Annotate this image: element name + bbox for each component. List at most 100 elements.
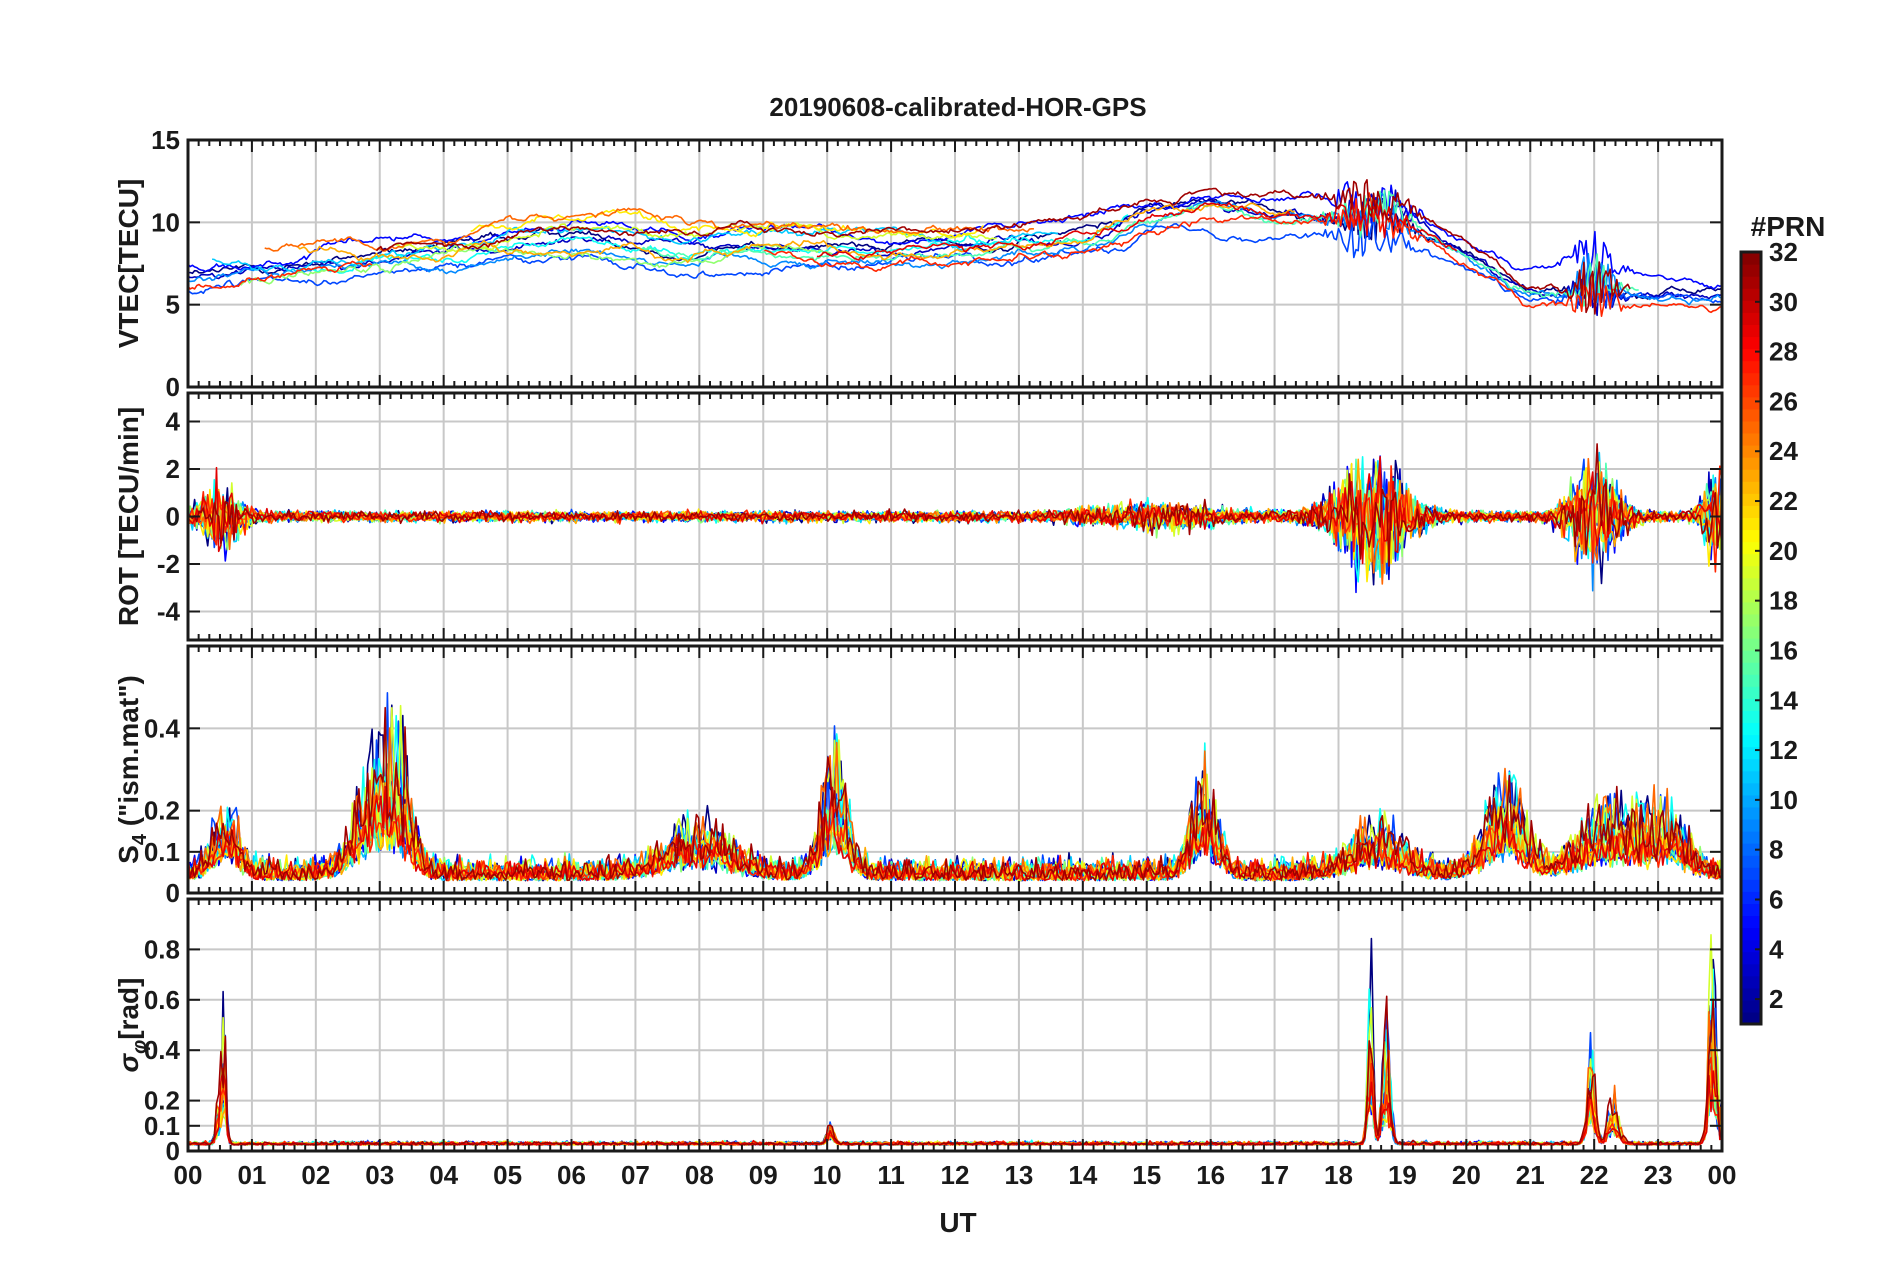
x-tick-label: 05 xyxy=(493,1160,522,1190)
colorbar-swatch xyxy=(1741,710,1761,724)
colorbar-swatch xyxy=(1741,264,1761,277)
colorbar-swatch xyxy=(1741,939,1761,953)
colorbar-swatch xyxy=(1741,396,1761,410)
colorbar-tick-label: 10 xyxy=(1769,785,1798,815)
y-tick-label: 0.2 xyxy=(144,796,180,826)
y-tick-label: 0.4 xyxy=(144,1035,181,1065)
colorbar-swatch xyxy=(1741,529,1761,543)
colorbar-swatch xyxy=(1741,879,1761,892)
colorbar-swatch xyxy=(1741,951,1761,965)
colorbar-tick-label: 18 xyxy=(1769,586,1798,616)
colorbar-swatch xyxy=(1741,843,1761,856)
colorbar-swatch xyxy=(1741,650,1761,663)
colorbar-swatch xyxy=(1741,758,1761,772)
series-line-prn-31 xyxy=(188,443,1722,567)
x-tick-label: 12 xyxy=(941,1160,970,1190)
x-tick-label: 20 xyxy=(1452,1160,1481,1190)
colorbar-swatch xyxy=(1741,638,1761,651)
axes-frame-rot xyxy=(186,391,1724,642)
y-axis-label-rot: ROT [TECU/min] xyxy=(113,407,144,626)
series-line-prn-29 xyxy=(816,197,1458,261)
colorbar-swatch xyxy=(1741,324,1761,338)
colorbar-swatch xyxy=(1741,625,1761,639)
x-tick-label: 04 xyxy=(429,1160,458,1190)
colorbar-swatch xyxy=(1741,336,1761,350)
series-group-s4 xyxy=(188,692,1722,882)
y-tick-label: 0.1 xyxy=(144,1111,180,1141)
colorbar-swatch xyxy=(1741,782,1761,796)
series-line-prn-25 xyxy=(264,207,1034,252)
y-tick-label: 15 xyxy=(151,125,180,155)
colorbar-tick-label: 28 xyxy=(1769,337,1798,367)
colorbar-swatch xyxy=(1741,915,1761,929)
x-tick-label: 11 xyxy=(877,1160,905,1190)
colorbar-swatch xyxy=(1741,384,1761,398)
x-tick-label: 01 xyxy=(237,1160,266,1190)
x-tick-label: 09 xyxy=(749,1160,778,1190)
y-tick-label: 0.6 xyxy=(144,985,180,1015)
x-tick-label: 21 xyxy=(1516,1160,1545,1190)
colorbar-swatch xyxy=(1741,420,1761,434)
colorbar-swatch xyxy=(1741,891,1761,904)
colorbar-swatch xyxy=(1741,553,1761,567)
colorbar-frame xyxy=(1739,250,1763,1026)
colorbar-swatch xyxy=(1741,999,1761,1013)
colorbar-swatch xyxy=(1741,818,1761,832)
x-tick-label: 06 xyxy=(557,1160,586,1190)
y-tick-label: 10 xyxy=(151,207,180,237)
colorbar-swatch xyxy=(1741,746,1761,760)
chart-title: 20190608-calibrated-HOR-GPS xyxy=(769,92,1146,122)
colorbar-tick-label: 20 xyxy=(1769,536,1798,566)
x-tick-label: 22 xyxy=(1580,1160,1609,1190)
y-tick-label: 5 xyxy=(166,290,180,320)
colorbar-swatch xyxy=(1741,565,1761,579)
x-tick-label: 17 xyxy=(1260,1160,1289,1190)
colorbar-swatch xyxy=(1741,541,1761,555)
x-tick-label: 15 xyxy=(1132,1160,1161,1190)
series-group-rot xyxy=(188,443,1722,594)
colorbar-tick-label: 4 xyxy=(1769,934,1784,964)
colorbar-tick-label: 22 xyxy=(1769,486,1798,516)
colorbar-swatch xyxy=(1741,770,1761,784)
series-group-vtec xyxy=(188,179,1722,317)
y-axis-label-vtec: VTEC[TECU] xyxy=(113,179,144,349)
x-tick-label: 02 xyxy=(301,1160,330,1190)
panel-sigphi: 00.10.2 0.4 0.6 0.8 σφ[rad] xyxy=(113,897,1724,1166)
colorbar-swatch xyxy=(1741,288,1761,301)
colorbar-swatch xyxy=(1741,372,1761,386)
x-tick-label: 08 xyxy=(685,1160,714,1190)
x-tick-label: 19 xyxy=(1388,1160,1417,1190)
colorbar-swatch xyxy=(1741,252,1761,265)
colorbar-swatch xyxy=(1741,686,1761,699)
colorbar-swatch xyxy=(1741,577,1761,591)
y-tick-label: 0 xyxy=(166,1136,180,1166)
colorbar-tick-label: 14 xyxy=(1769,685,1798,715)
series-line-prn-31 xyxy=(375,179,1631,315)
colorbar-swatch xyxy=(1741,481,1761,494)
colorbar-swatch xyxy=(1741,963,1761,977)
series-line-prn-31 xyxy=(188,706,1722,882)
colorbar-tick-label: 12 xyxy=(1769,735,1798,765)
x-tick-label: 18 xyxy=(1324,1160,1353,1190)
colorbar-swatch xyxy=(1741,674,1761,687)
colorbar-tick-label: 32 xyxy=(1769,237,1798,267)
y-axis-label-s4: S4 ("ism.mat") xyxy=(113,675,151,864)
colorbar-swatch xyxy=(1741,1011,1761,1025)
x-tick-label: 23 xyxy=(1644,1160,1673,1190)
series-line-prn-15 xyxy=(639,189,1639,307)
axes-frame-s4 xyxy=(186,644,1724,895)
colorbar-swatch xyxy=(1741,903,1761,917)
x-tick-label: 00 xyxy=(174,1160,203,1190)
y-tick-label: 4 xyxy=(166,407,181,437)
colorbar-swatch xyxy=(1741,589,1761,603)
colorbar-swatch xyxy=(1741,975,1761,989)
colorbar-swatch xyxy=(1741,831,1761,844)
colorbar-swatch xyxy=(1741,432,1761,446)
colorbar-swatch xyxy=(1741,867,1761,880)
colorbar-tick-label: 6 xyxy=(1769,884,1783,914)
y-tick-label: 0.1 xyxy=(144,837,180,867)
series-line-prn-19 xyxy=(393,222,997,253)
panel-rot: -4 -2 0 2 4 ROT [TECU/min] xyxy=(113,391,1724,642)
